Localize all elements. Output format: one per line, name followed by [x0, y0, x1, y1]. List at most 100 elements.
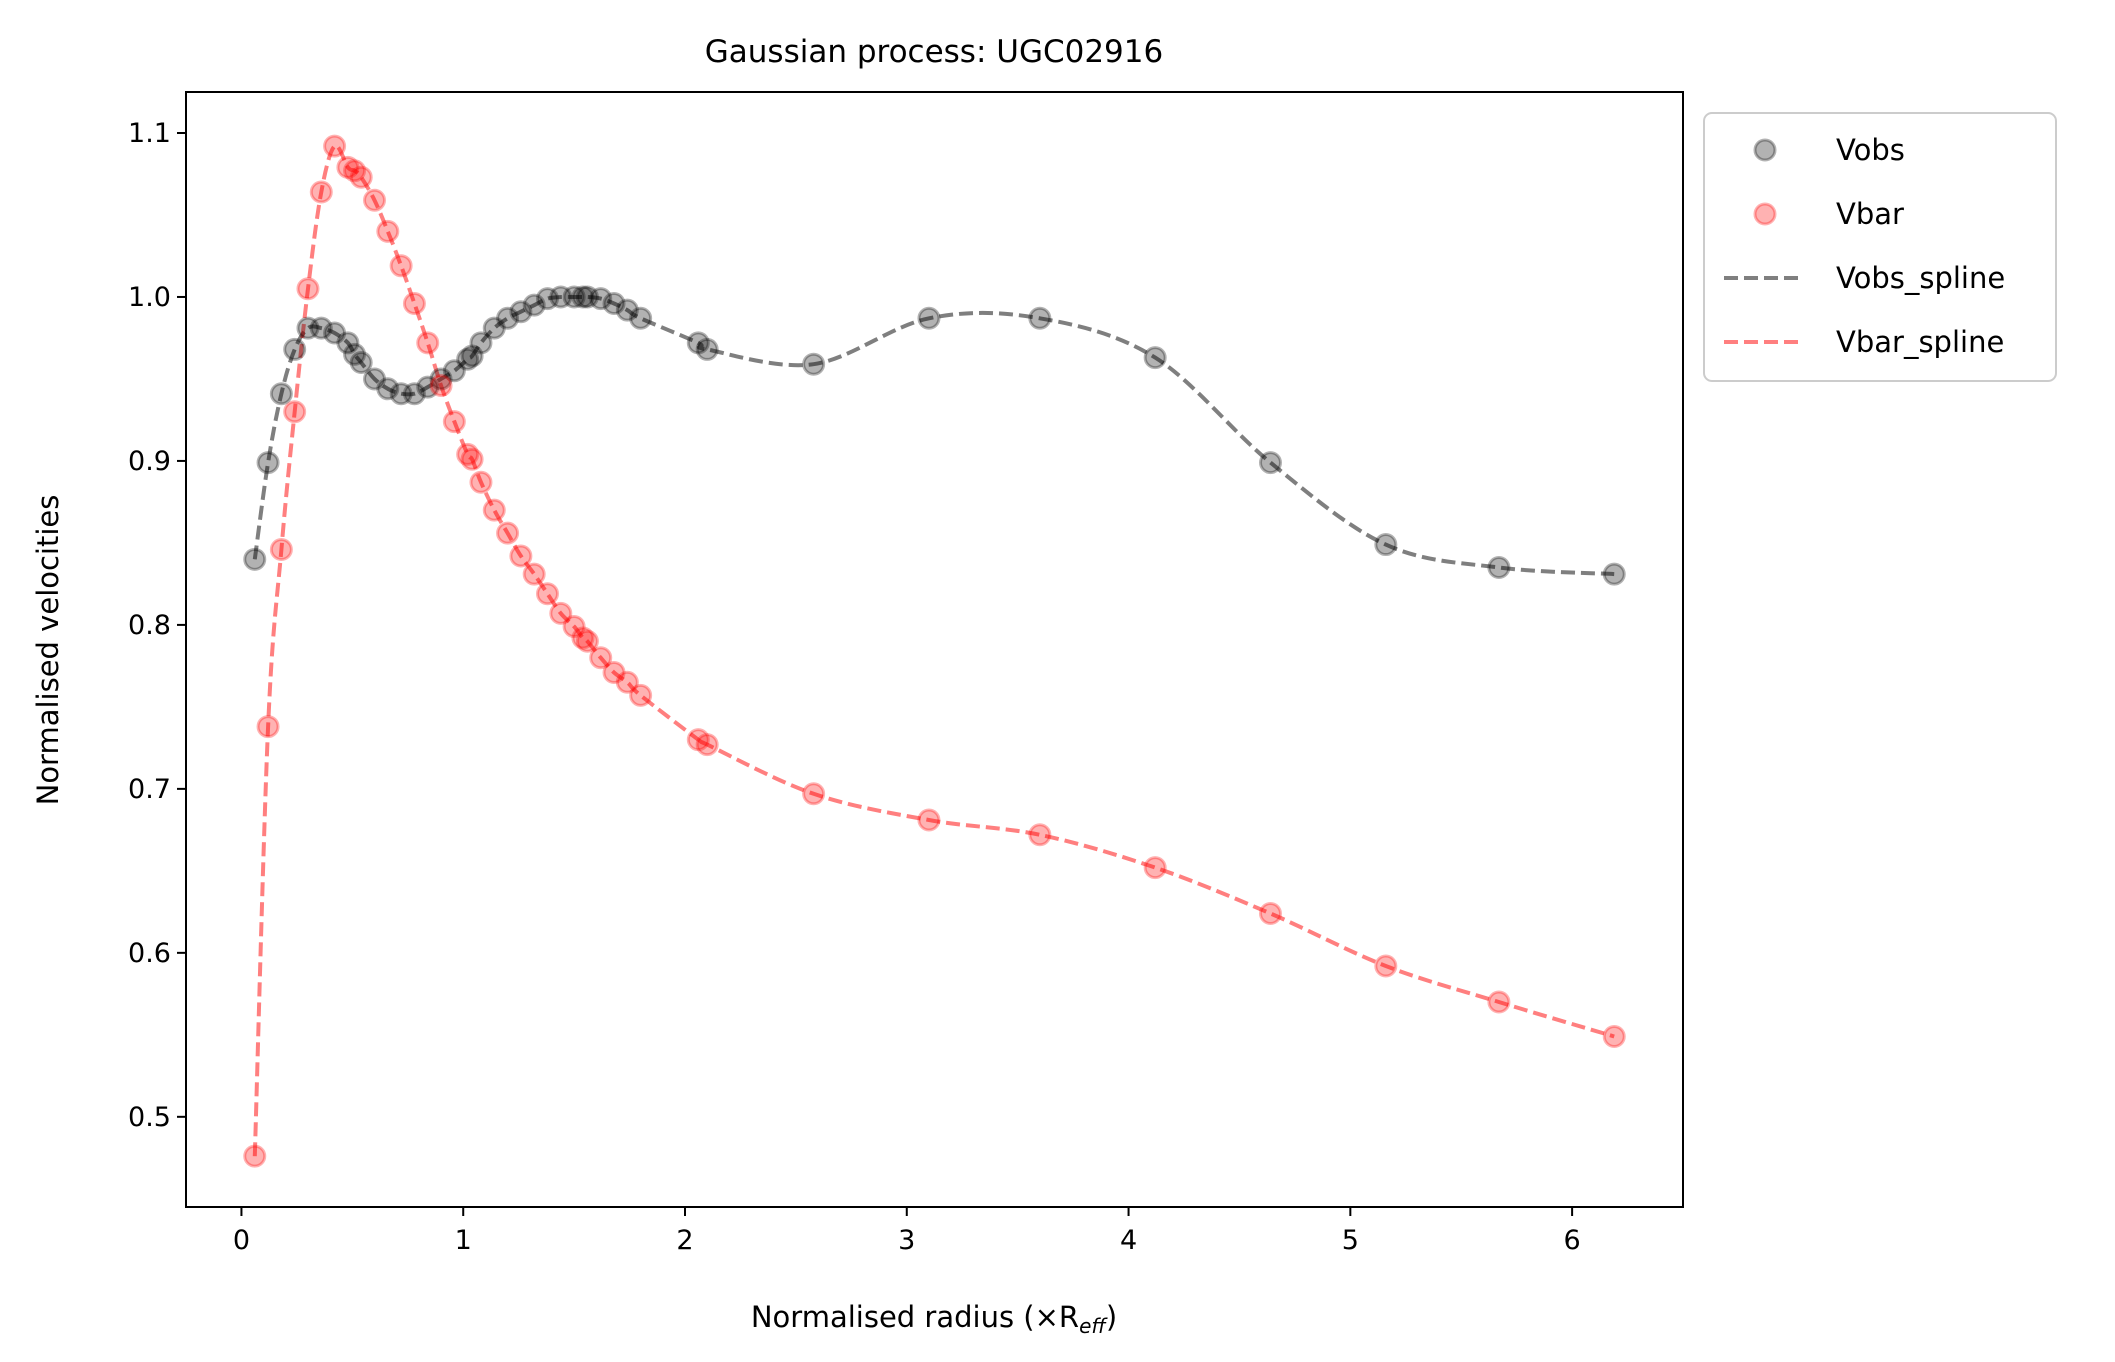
legend: Vobs Vbar Vobs_spline Vbar_spline	[1703, 112, 2057, 382]
vobs-point	[1602, 562, 1626, 586]
vobs-point	[496, 306, 520, 330]
x-tick-label: 5	[1342, 1225, 1359, 1256]
vbar-point	[416, 331, 440, 355]
vobs-point	[482, 316, 506, 340]
vobs-point	[589, 287, 613, 311]
vbar-point	[482, 498, 506, 522]
vobs-point	[349, 351, 373, 375]
vbar-point	[571, 626, 595, 650]
vbar-point	[402, 292, 426, 316]
vbar-point	[323, 134, 347, 158]
vobs-point	[456, 347, 480, 371]
vbar-point	[460, 447, 484, 471]
x-tick-label: 1	[455, 1225, 472, 1256]
vbar-point	[269, 537, 293, 561]
vobs-point	[1487, 556, 1511, 580]
legend-label-vbar-spline: Vbar_spline	[1836, 325, 2004, 359]
x-axis-label-main: Normalised radius (×R	[751, 1300, 1079, 1334]
vobs-point	[509, 300, 533, 324]
vbar-point	[1028, 823, 1052, 847]
vobs-point	[309, 316, 333, 340]
vbar-point	[1143, 856, 1167, 880]
vobs-point	[389, 382, 413, 406]
vobs-point	[917, 306, 941, 330]
vbar-spline-line	[252, 143, 1615, 1157]
y-tick-label: 0.9	[128, 446, 171, 477]
vbar-point	[1487, 990, 1511, 1014]
vbar-point	[283, 400, 307, 424]
y-tick-label: 0.5	[128, 1102, 171, 1133]
vobs-point	[460, 344, 484, 368]
vobs-point	[363, 367, 387, 391]
vbar-point	[389, 254, 413, 278]
legend-label-vobs-spline: Vobs_spline	[1836, 261, 2005, 295]
vobs-point	[1143, 346, 1167, 370]
x-tick-label: 4	[1120, 1225, 1137, 1256]
data-points	[243, 134, 1626, 1168]
vbar-point	[496, 521, 520, 545]
vbar-point	[456, 442, 480, 466]
vbar-point	[1258, 901, 1282, 925]
vobs-point	[1374, 533, 1398, 557]
vbar-point	[336, 155, 360, 179]
axes-frame	[185, 91, 1684, 1208]
vbar-point	[917, 808, 941, 832]
vobs-point	[429, 367, 453, 391]
x-tick-label: 3	[898, 1225, 915, 1256]
vbar-point	[695, 733, 719, 757]
y-tick-label: 0.7	[128, 774, 171, 805]
x-axis-label: Normalised radius (×Reff)	[751, 1300, 1117, 1338]
vobs-point	[802, 352, 826, 376]
vobs-point	[562, 285, 586, 309]
vobs-point	[535, 287, 559, 311]
vobs-point	[376, 377, 400, 401]
spline-lines	[252, 143, 1615, 1157]
vobs-point	[575, 285, 599, 309]
vbar-point	[589, 646, 613, 670]
y-axis-label: Normalised velocities	[31, 495, 65, 806]
legend-swatch-vbar	[1753, 202, 1777, 226]
vobs-point	[323, 321, 347, 345]
vbar-point	[343, 159, 367, 183]
vbar-point	[256, 715, 280, 739]
vobs-point	[336, 331, 360, 355]
vbar-point	[549, 601, 573, 625]
vbar-point	[535, 582, 559, 606]
vbar-point	[349, 165, 373, 189]
vobs-point	[602, 292, 626, 316]
vbar-point	[363, 188, 387, 212]
vobs-point	[402, 382, 426, 406]
vbar-point	[615, 670, 639, 694]
vbar-point	[309, 180, 333, 204]
legend-box	[1703, 112, 2057, 382]
vobs-spline-line	[252, 294, 1615, 577]
vobs-point	[522, 293, 546, 317]
vobs-point	[469, 331, 493, 355]
legend-items: Vobs Vbar Vobs_spline Vbar_spline	[1724, 133, 2005, 359]
vbar-point	[562, 615, 586, 639]
chart-title: Gaussian process: UGC02916	[705, 34, 1163, 70]
y-tick-label: 1.1	[128, 118, 171, 149]
vobs-point	[283, 337, 307, 361]
vbar-point	[602, 660, 626, 684]
vobs-point	[442, 359, 466, 383]
vbar-point	[802, 782, 826, 806]
vbar-point	[509, 544, 533, 568]
vbar-point	[629, 683, 653, 707]
vobs-point	[549, 285, 573, 309]
vbar-point	[469, 470, 493, 494]
x-axis-label-subscript: eff	[1079, 1314, 1108, 1338]
vobs-point	[269, 382, 293, 406]
vbar-point	[376, 219, 400, 243]
vbar-point	[1374, 954, 1398, 978]
vbar-point	[522, 562, 546, 586]
x-tick-label: 0	[233, 1225, 250, 1256]
vobs-point	[343, 342, 367, 366]
vobs-point	[686, 331, 710, 355]
y-tick-label: 0.8	[128, 610, 171, 641]
vbar-point	[429, 374, 453, 398]
y-axis-ticks: 0.5 0.6 0.7 0.8 0.9 1.0 1.1	[128, 118, 186, 1133]
vbar-point	[575, 629, 599, 653]
vbar-point	[296, 277, 320, 301]
